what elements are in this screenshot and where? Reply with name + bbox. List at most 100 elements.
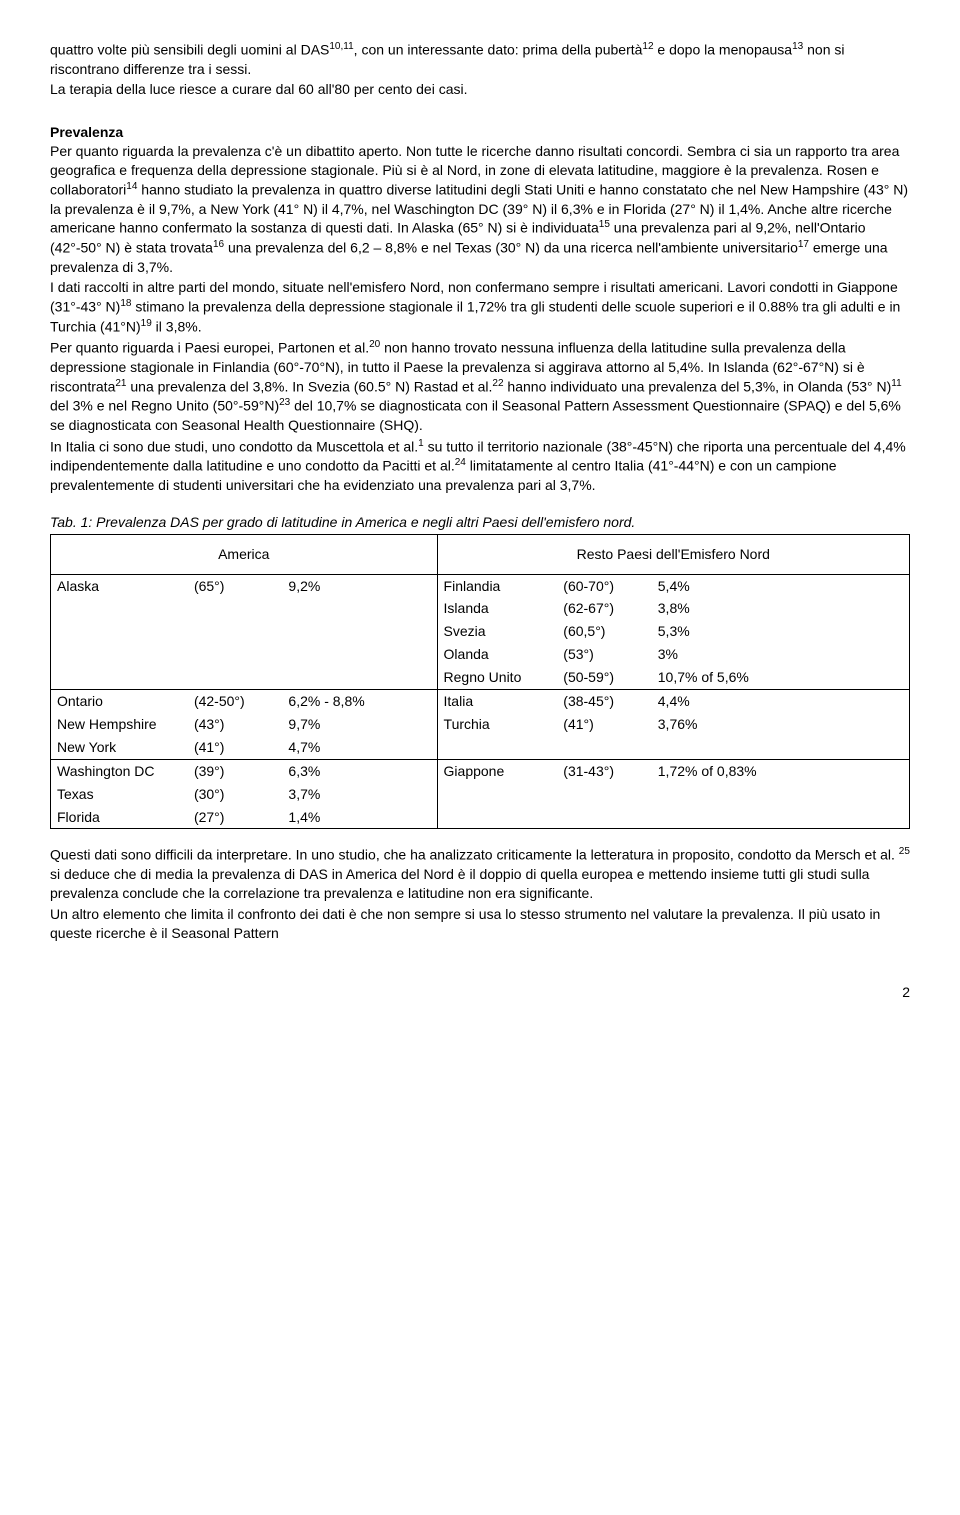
sup: 19 bbox=[141, 318, 152, 329]
table-cell: Svezia bbox=[437, 620, 557, 643]
closing-para-2: Un altro elemento che limita il confront… bbox=[50, 905, 910, 943]
table-cell: (43°) bbox=[188, 713, 282, 736]
table-cell bbox=[188, 620, 282, 643]
table-cell: Ontario bbox=[51, 690, 188, 713]
table-cell bbox=[188, 666, 282, 689]
table-cell: 10,7% of 5,6% bbox=[652, 666, 910, 689]
text: Per quanto riguarda i Paesi europei, Par… bbox=[50, 340, 369, 356]
table-cell: (39°) bbox=[188, 759, 282, 782]
table-cell bbox=[652, 736, 910, 759]
text: quattro volte più sensibili degli uomini… bbox=[50, 42, 329, 58]
table-cell bbox=[188, 597, 282, 620]
table-cell: Olanda bbox=[437, 643, 557, 666]
table-cell: (65°) bbox=[188, 574, 282, 597]
sup: 24 bbox=[455, 457, 466, 468]
sup: 20 bbox=[369, 339, 380, 350]
table-cell bbox=[51, 620, 188, 643]
prevalence-table: America Resto Paesi dell'Emisfero Nord A… bbox=[50, 534, 910, 830]
intro-para-2: La terapia della luce riesce a curare da… bbox=[50, 80, 910, 99]
sup: 22 bbox=[492, 378, 503, 389]
table-cell bbox=[437, 783, 557, 806]
table-cell: (60,5°) bbox=[557, 620, 651, 643]
sup: 16 bbox=[213, 239, 224, 250]
section-heading: Prevalenza bbox=[50, 123, 910, 142]
table-cell: (41°) bbox=[557, 713, 651, 736]
table-cell bbox=[557, 783, 651, 806]
table-cell: 1,72% of 0,83% bbox=[652, 759, 910, 782]
table-cell: Alaska bbox=[51, 574, 188, 597]
table-cell bbox=[188, 643, 282, 666]
prevalenza-para: I dati raccolti in altre parti del mondo… bbox=[50, 278, 910, 336]
text: Questi dati sono difficili da interpreta… bbox=[50, 847, 899, 863]
intro-para: quattro volte più sensibili degli uomini… bbox=[50, 40, 910, 78]
table-cell: Florida bbox=[51, 806, 188, 829]
table-cell: 9,7% bbox=[282, 713, 437, 736]
table-cell: (50-59°) bbox=[557, 666, 651, 689]
prevalenza-para: Per quanto riguarda i Paesi europei, Par… bbox=[50, 338, 910, 434]
table-cell bbox=[51, 597, 188, 620]
table-cell: 4,7% bbox=[282, 736, 437, 759]
table-cell bbox=[557, 806, 651, 829]
text: hanno individuato una prevalenza del 5,3… bbox=[504, 379, 892, 395]
table-cell: (27°) bbox=[188, 806, 282, 829]
sup: 11 bbox=[891, 378, 901, 389]
table-cell: 5,4% bbox=[652, 574, 910, 597]
table-cell: Islanda bbox=[437, 597, 557, 620]
table-caption: Tab. 1: Prevalenza DAS per grado di lati… bbox=[50, 513, 910, 532]
prevalenza-para: Per quanto riguarda la prevalenza c'è un… bbox=[50, 142, 910, 276]
text: del 3% e nel Regno Unito (50°-59°N) bbox=[50, 398, 279, 414]
table-cell: 3,8% bbox=[652, 597, 910, 620]
table-cell: New York bbox=[51, 736, 188, 759]
closing-para: Questi dati sono difficili da interpreta… bbox=[50, 845, 910, 902]
sup: 13 bbox=[792, 41, 803, 52]
table-cell: 3% bbox=[652, 643, 910, 666]
text: e dopo la menopausa bbox=[654, 42, 793, 58]
table-cell: 6,2% - 8,8% bbox=[282, 690, 437, 713]
table-cell: (30°) bbox=[188, 783, 282, 806]
text: una prevalenza del 3,8%. In Svezia (60.5… bbox=[126, 379, 492, 395]
table-cell bbox=[557, 736, 651, 759]
table-cell: (38-45°) bbox=[557, 690, 651, 713]
table-body: Alaska(65°)9,2%Finlandia(60-70°)5,4% Isla… bbox=[51, 574, 910, 829]
sup: 25 bbox=[899, 846, 910, 857]
table-cell: Texas bbox=[51, 783, 188, 806]
table-cell: 3,7% bbox=[282, 783, 437, 806]
table-cell: (42-50°) bbox=[188, 690, 282, 713]
text: , con un interessante dato: prima della … bbox=[354, 42, 643, 58]
table-cell: Italia bbox=[437, 690, 557, 713]
text: una prevalenza del 6,2 – 8,8% e nel Texa… bbox=[224, 240, 798, 256]
body-text: quattro volte più sensibili degli uomini… bbox=[50, 40, 910, 943]
sup: 23 bbox=[279, 397, 290, 408]
table-cell bbox=[437, 806, 557, 829]
table-cell bbox=[51, 666, 188, 689]
text: In Italia ci sono due studi, uno condott… bbox=[50, 438, 418, 454]
table-cell: 6,3% bbox=[282, 759, 437, 782]
table-cell: Regno Unito bbox=[437, 666, 557, 689]
text: si deduce che di media la prevalenza di … bbox=[50, 866, 869, 901]
table-cell bbox=[282, 620, 437, 643]
sup: 12 bbox=[642, 41, 653, 52]
prevalenza-para: In Italia ci sono due studi, uno condott… bbox=[50, 437, 910, 495]
table-cell: (53°) bbox=[557, 643, 651, 666]
table-header-rest: Resto Paesi dell'Emisfero Nord bbox=[437, 534, 909, 574]
table-cell: 5,3% bbox=[652, 620, 910, 643]
text: il 3,8%. bbox=[152, 319, 202, 335]
table-cell: Finlandia bbox=[437, 574, 557, 597]
table-cell: (60-70°) bbox=[557, 574, 651, 597]
table-cell: (62-67°) bbox=[557, 597, 651, 620]
table-cell: 3,76% bbox=[652, 713, 910, 736]
table-cell: New Hempshire bbox=[51, 713, 188, 736]
table-cell bbox=[437, 736, 557, 759]
table-cell bbox=[282, 643, 437, 666]
table-header-america: America bbox=[51, 534, 438, 574]
sup: 14 bbox=[126, 181, 137, 192]
table-cell: Turchia bbox=[437, 713, 557, 736]
table-cell bbox=[652, 783, 910, 806]
sup: 17 bbox=[798, 239, 809, 250]
table-cell: 9,2% bbox=[282, 574, 437, 597]
table-cell: Washington DC bbox=[51, 759, 188, 782]
table-cell: Giappone bbox=[437, 759, 557, 782]
sup: 10,11 bbox=[329, 41, 353, 52]
table-cell: 1,4% bbox=[282, 806, 437, 829]
table-cell bbox=[51, 643, 188, 666]
